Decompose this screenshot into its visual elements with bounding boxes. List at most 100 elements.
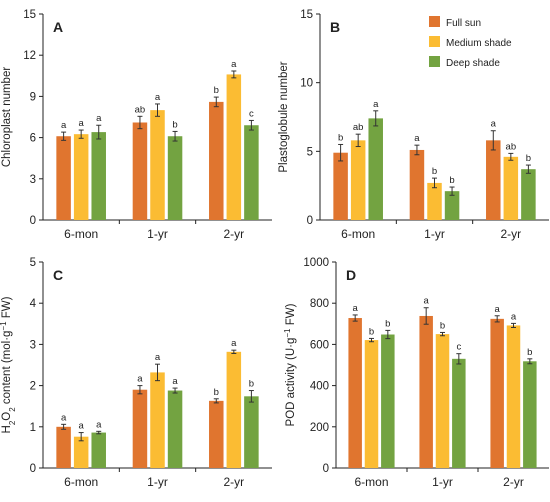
y-tick-label: 3 — [30, 174, 36, 186]
y-axis-label: POD activity (U·g−1 FW) — [283, 303, 298, 426]
significance-label: a — [424, 296, 430, 307]
bar — [73, 436, 89, 468]
significance-label: a — [79, 118, 85, 129]
significance-label: ab — [135, 104, 146, 115]
legend-label: Medium shade — [446, 38, 512, 49]
panel-letter: C — [53, 267, 63, 283]
significance-label: a — [353, 303, 359, 314]
bar — [435, 334, 450, 468]
significance-label: a — [511, 311, 517, 322]
x-category-label: 2-yr — [503, 475, 524, 489]
significance-label: a — [414, 133, 420, 144]
significance-label: b — [526, 153, 531, 164]
significance-label: a — [96, 419, 102, 430]
x-category-label: 1-yr — [432, 475, 453, 489]
y-tick-label: 9 — [30, 91, 36, 103]
y-tick-label: 4 — [30, 298, 37, 310]
significance-label: a — [79, 421, 85, 432]
y-tick-label: 800 — [310, 298, 329, 310]
y-tick-label: 600 — [310, 339, 329, 351]
significance-label: a — [495, 304, 501, 315]
significance-label: a — [155, 352, 161, 363]
bar — [452, 358, 466, 468]
significance-label: a — [231, 338, 237, 349]
bar — [381, 334, 395, 468]
bar — [503, 156, 519, 220]
chart-panel-d: 0 200 400 600 800 1000 D POD activity (U·g−1 FW… — [283, 257, 549, 489]
y-tick-label: 15 — [300, 9, 313, 21]
bar — [167, 136, 183, 220]
y-tick-label: 10 — [300, 78, 313, 90]
panel-letter: B — [330, 19, 340, 35]
bar — [167, 390, 183, 468]
significance-label: a — [137, 374, 143, 385]
x-category-label: 2-yr — [223, 227, 244, 241]
significance-label: a — [155, 92, 161, 103]
x-category-label: 2-yr — [223, 475, 244, 489]
significance-label: a — [61, 412, 67, 423]
bar — [368, 118, 383, 220]
y-tick-label: 1 — [30, 422, 36, 434]
significance-label: b — [385, 318, 390, 329]
bar — [348, 318, 362, 468]
bar — [91, 432, 106, 468]
panel-letter: A — [53, 19, 63, 35]
significance-label: ab — [506, 141, 517, 152]
significance-label: b — [214, 387, 219, 398]
y-tick-label: 15 — [23, 9, 36, 21]
y-tick-label: 2 — [30, 381, 36, 393]
y-axis-label: H2O2 content (mol·g−1 FW) — [0, 296, 17, 433]
significance-label: b — [338, 132, 343, 143]
legend: Full sun Medium shade Deep shade — [429, 16, 512, 69]
bar — [523, 361, 537, 468]
panel-letter: D — [346, 267, 356, 283]
x-category-label: 6-mon — [64, 475, 98, 489]
significance-label: b — [432, 166, 437, 177]
bar — [56, 136, 71, 220]
legend-swatch — [429, 56, 440, 67]
y-tick-label: 200 — [310, 422, 329, 434]
legend-swatch — [429, 36, 440, 47]
bar — [150, 372, 165, 468]
bar — [244, 396, 259, 468]
bar — [226, 351, 242, 468]
bar — [419, 315, 433, 468]
significance-label: c — [249, 108, 254, 119]
significance-label: b — [449, 175, 454, 186]
bar — [244, 125, 259, 220]
x-category-label: 1-yr — [147, 475, 168, 489]
bar — [427, 182, 442, 220]
bar — [226, 74, 242, 220]
x-category-label: 6-mon — [341, 227, 375, 241]
y-tick-label: 5 — [30, 257, 36, 269]
bar — [490, 318, 504, 468]
y-tick-label: 0 — [30, 215, 36, 227]
significance-label: a — [231, 59, 237, 70]
x-category-label: 6-mon — [64, 227, 98, 241]
significance-label: a — [373, 99, 379, 110]
y-tick-label: 400 — [310, 381, 329, 393]
bar — [506, 325, 521, 468]
bar — [409, 149, 425, 220]
significance-label: a — [61, 120, 67, 131]
bar — [333, 152, 348, 220]
significance-label: b — [440, 320, 445, 331]
bar — [132, 122, 148, 220]
x-category-label: 1-yr — [424, 227, 445, 241]
bar — [150, 110, 165, 220]
x-category-label: 1-yr — [147, 227, 168, 241]
y-tick-label: 0 — [30, 463, 36, 475]
y-tick-label: 0 — [307, 215, 313, 227]
significance-label: c — [456, 342, 461, 353]
significance-label: ab — [353, 122, 364, 133]
bar — [364, 340, 379, 468]
y-tick-label: 6 — [30, 133, 36, 145]
legend-label: Deep shade — [446, 58, 500, 69]
x-category-label: 2-yr — [500, 227, 521, 241]
significance-label: a — [491, 119, 497, 130]
y-tick-label: 12 — [23, 50, 36, 62]
y-tick-label: 0 — [323, 463, 329, 475]
